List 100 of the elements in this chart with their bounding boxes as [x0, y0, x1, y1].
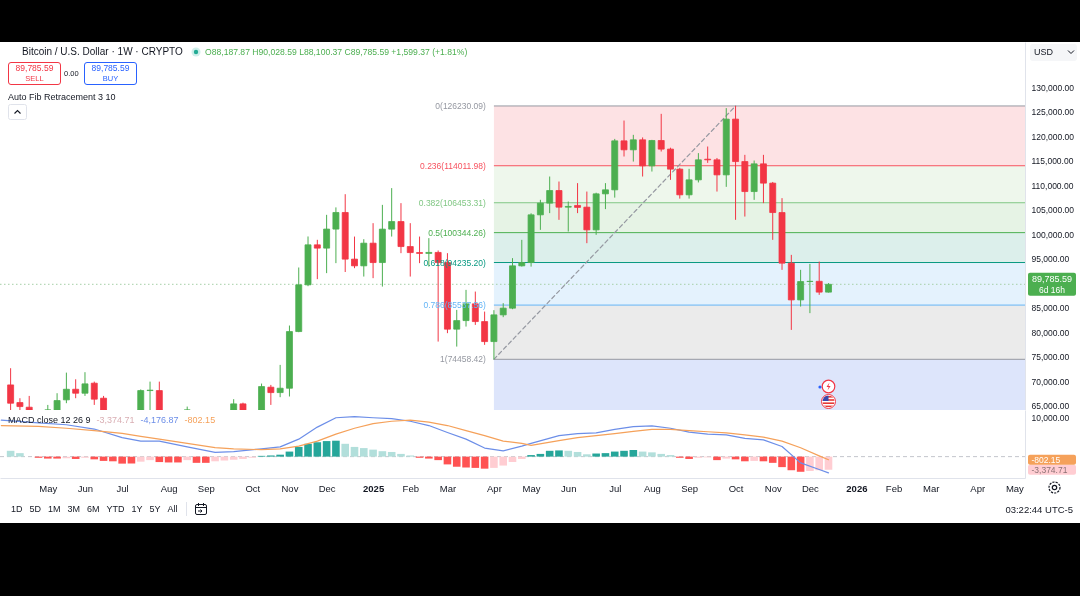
- candlestick: [369, 222, 377, 279]
- x-tick-label: Dec: [318, 482, 336, 494]
- x-tick-label: Aug: [643, 482, 661, 494]
- candlestick: [685, 168, 693, 200]
- bar: [638, 451, 647, 457]
- x-tick-label: Nov: [281, 482, 299, 494]
- bar: [471, 456, 480, 468]
- text: 5D: [29, 504, 42, 514]
- annotation: Auto Fib Retracement 3 10: [8, 92, 116, 102]
- y-tick-label: 65,000.00: [1031, 401, 1070, 412]
- text: 6M: [87, 504, 100, 514]
- bar: [202, 456, 210, 463]
- x-tick-label: Mar: [439, 482, 457, 494]
- candlestick: [406, 222, 414, 278]
- candlestick: [416, 236, 423, 264]
- text: All: [167, 504, 178, 514]
- candlestick: [694, 152, 702, 183]
- x-tick-label: Nov: [764, 482, 782, 494]
- candlestick: [602, 182, 609, 210]
- candlestick: [806, 263, 814, 314]
- bar: [536, 453, 545, 457]
- bar: [127, 456, 136, 464]
- annotation: -802.15: [184, 415, 216, 425]
- y-tick-label: 120,000.00: [1031, 131, 1075, 142]
- y-tick-label: 125,000.00: [1031, 107, 1075, 118]
- annotation: 89,785.59: [14, 63, 55, 74]
- candlestick: [536, 199, 544, 231]
- x-tick-label: Jul: [116, 482, 129, 494]
- text: O88,187.87 H90,028.59 L88,100.37 C89,785.59 +1,599.37 (+1.81%): [205, 47, 468, 57]
- bar: [583, 454, 591, 457]
- y-tick-label: 130,000.00: [1031, 83, 1075, 94]
- y-tick-label: 10,000.00: [1031, 413, 1070, 424]
- bar: [555, 450, 563, 457]
- candlestick: [72, 378, 80, 399]
- y-tick-label: 75,000.00: [1031, 352, 1070, 363]
- candlestick: [481, 311, 489, 346]
- annotation: 89,785.59: [90, 63, 131, 74]
- x-tick-label: 2025: [363, 482, 385, 494]
- ref-line-label: 0.5(100344.26): [428, 227, 487, 238]
- candlestick: [713, 157, 721, 193]
- bar: [378, 451, 387, 457]
- candlestick: [7, 367, 15, 410]
- candlestick: [797, 269, 805, 308]
- y-tick-label: 70,000.00: [1031, 376, 1070, 387]
- candlestick: [583, 191, 591, 244]
- bar: [545, 450, 554, 457]
- candlestick: [146, 381, 154, 410]
- x-tick-label: Aug: [160, 482, 178, 494]
- candlestick: [657, 113, 665, 153]
- y-tick-label: 105,000.00: [1031, 205, 1075, 216]
- x-tick-label: Sep: [197, 482, 215, 494]
- candlestick: [453, 309, 461, 348]
- candlestick: [388, 187, 396, 238]
- bar: [573, 451, 582, 457]
- candlestick: [90, 381, 98, 406]
- candlestick: [16, 397, 24, 410]
- bar: [211, 456, 219, 462]
- text: 3M: [67, 504, 81, 514]
- x-tick-label: Oct: [728, 482, 744, 494]
- candlestick: [267, 384, 275, 406]
- bar: [220, 456, 229, 461]
- x-tick-label: Jun: [77, 482, 94, 494]
- annotation: -3,374.71: [96, 415, 135, 425]
- text: 1Y: [131, 504, 143, 514]
- text: YTD: [106, 504, 125, 514]
- candlestick: [155, 381, 163, 410]
- ref-line-label: 0(126230.09): [435, 100, 487, 111]
- x-tick-label: Oct: [245, 482, 261, 494]
- candlestick: [276, 364, 284, 398]
- candlestick: [815, 261, 823, 296]
- bar: [480, 456, 489, 469]
- x-tick-label: May: [522, 482, 541, 494]
- ref-line-label: 89,785.59: [1031, 274, 1073, 285]
- candlestick: [629, 134, 637, 163]
- line-series: [0, 416, 830, 474]
- candlestick: [518, 239, 526, 268]
- ref-line-label: 1(74458.42): [440, 354, 487, 365]
- bar: [322, 441, 331, 457]
- bar: [6, 450, 15, 457]
- candlestick: [546, 176, 554, 214]
- bar: [741, 456, 749, 462]
- candlestick: [313, 239, 321, 280]
- y-tick-label: 115,000.00: [1031, 156, 1074, 167]
- button: USD: [1030, 44, 1077, 61]
- x-tick-label: Apr: [487, 482, 502, 494]
- y-tick-label: 95,000.00: [1031, 254, 1070, 265]
- x-tick-label: 2026: [846, 482, 868, 494]
- bar: [750, 456, 758, 461]
- text: 03:22:44 UTC-5: [1005, 504, 1073, 515]
- candlestick: [620, 120, 628, 158]
- y-tick-label: -802.15: [1031, 455, 1061, 466]
- candlestick: [667, 147, 674, 181]
- ref-line-label: 0.236(114011.98): [420, 160, 487, 171]
- y-tick-label: 100,000.00: [1031, 229, 1075, 240]
- x-tick-label: Feb: [402, 482, 419, 494]
- candlestick: [258, 383, 265, 410]
- text: 6d 16h: [1039, 284, 1066, 295]
- bar: [332, 440, 340, 457]
- x-tick-label: Feb: [885, 482, 903, 494]
- bar: [350, 446, 359, 457]
